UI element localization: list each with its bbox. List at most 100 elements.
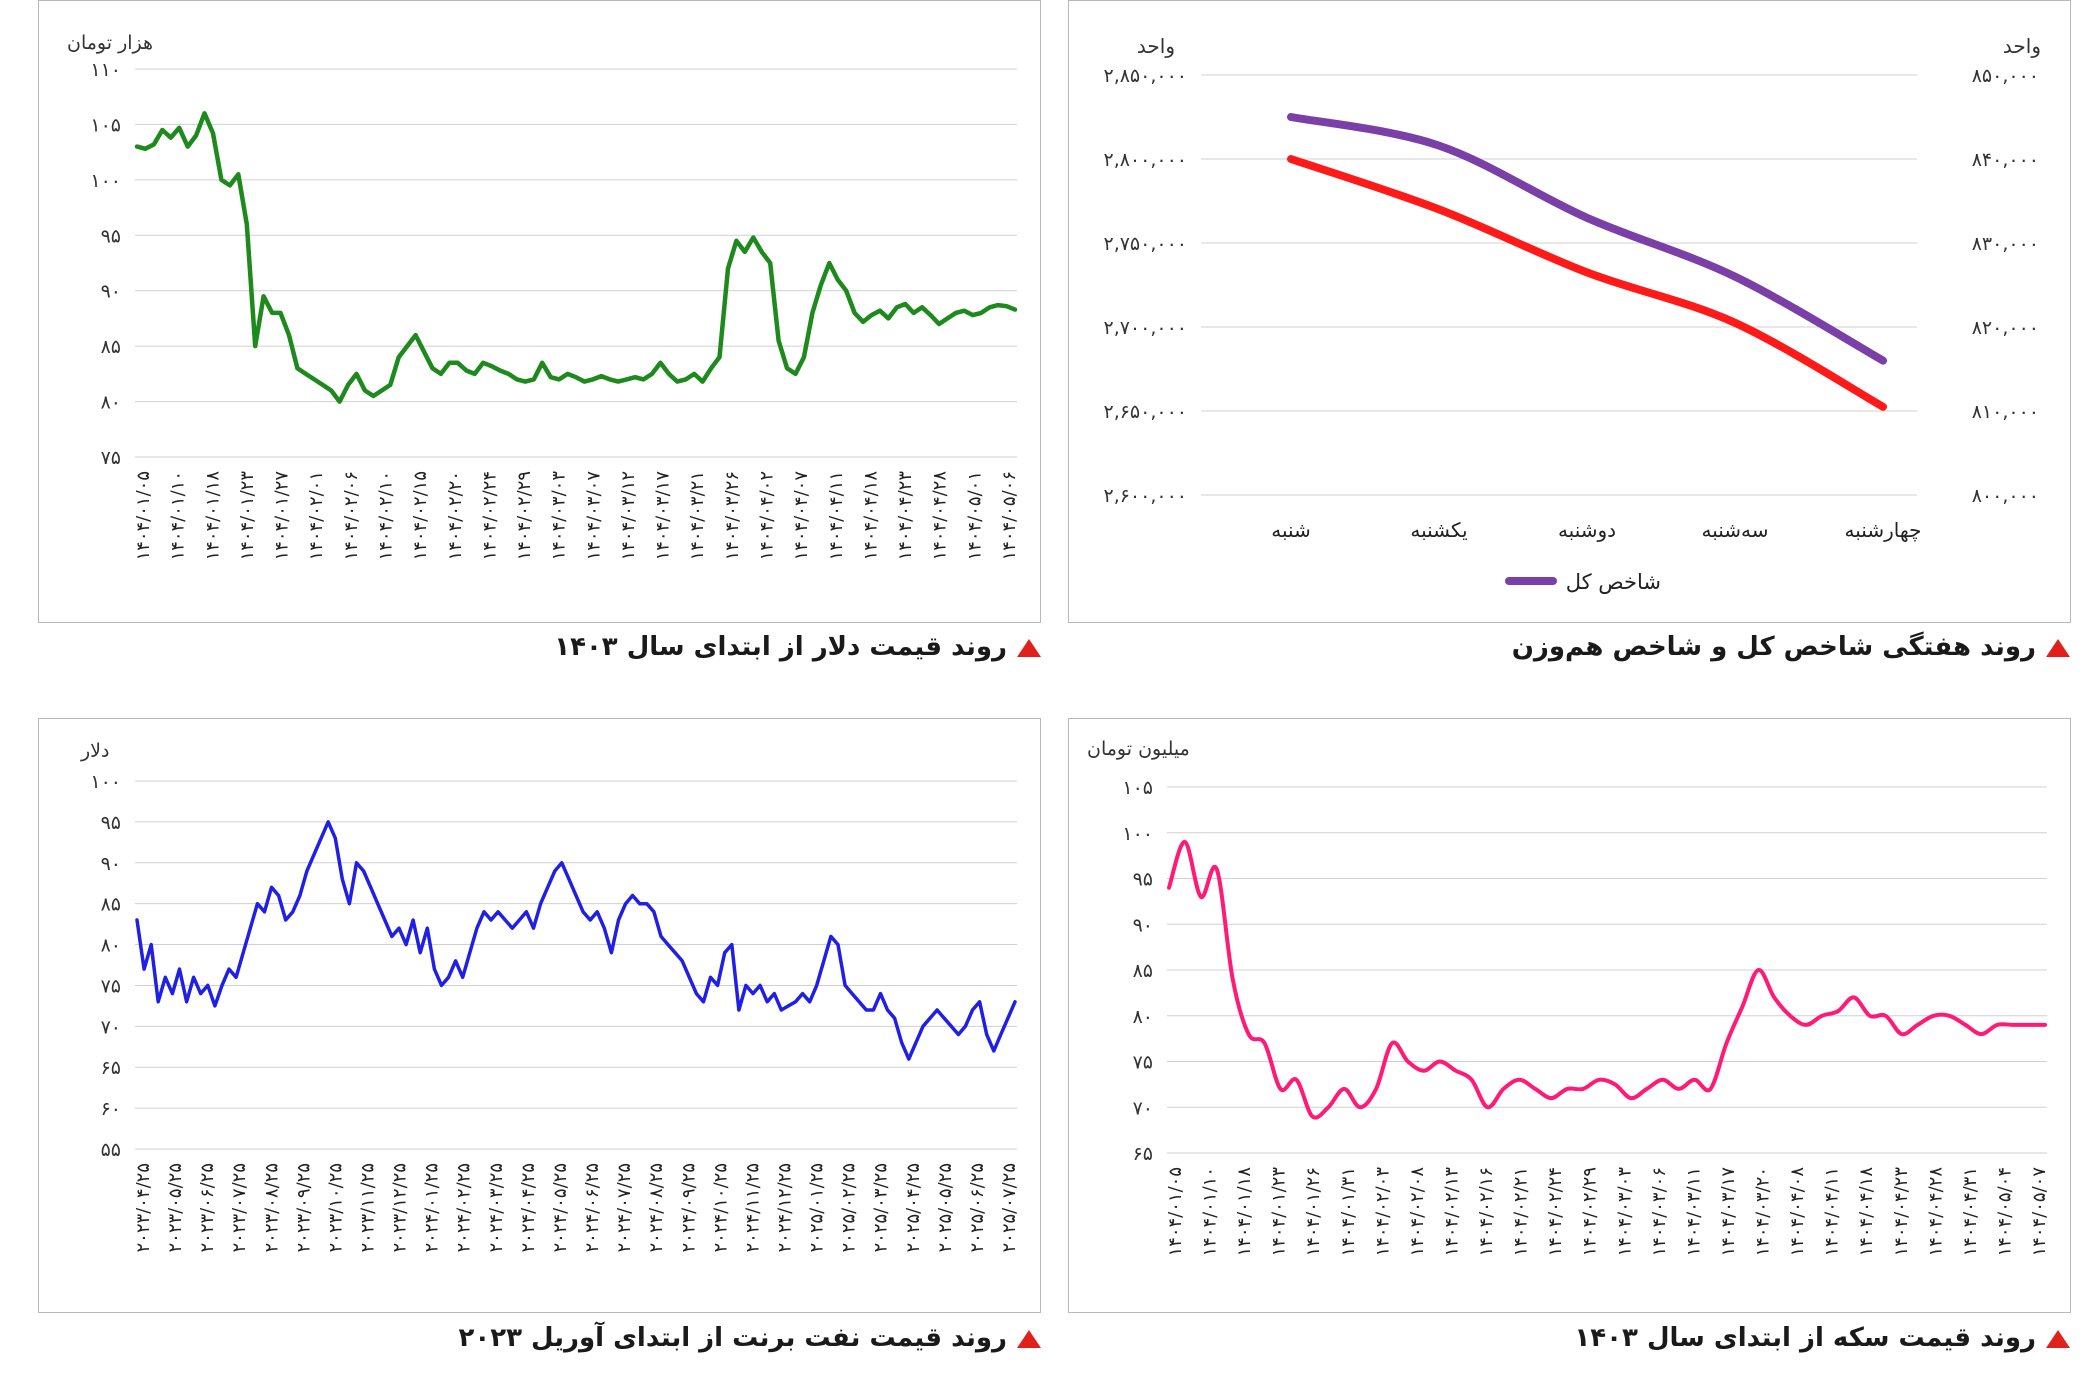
x-tick-label: ۲۰۲۴/۰۲/۲۵ [454,1163,475,1252]
data-point [186,1001,188,1003]
data-point [980,312,982,314]
data-point [1534,1088,1536,1090]
data-point [305,373,307,375]
x-tick-label: ۲۰۲۴/۰۱/۲۵ [422,1163,443,1252]
data-point [1789,1015,1791,1017]
data-point [809,1001,811,1003]
data-point [525,911,527,913]
data-point [837,944,839,946]
data-point [1423,1070,1425,1072]
coin-chart-caption: روند قیمت سکه از ابتدای سال ۱۴۰۳ [1574,1323,2070,1359]
data-point [1710,1088,1711,1090]
data-point [412,919,414,921]
data-point [1726,1042,1727,1044]
data-point [144,148,146,150]
data-point [150,944,152,946]
x-tick-label: ۱۴۰۴/۰۲/۲۱ [1511,1167,1532,1256]
data-point [618,919,619,921]
x-tick-label: ۲۰۲۳/۰۶/۲۵ [197,1163,218,1252]
x-tick-label: ۲۰۲۴/۱۰/۲۵ [710,1163,731,1252]
data-point [490,919,492,921]
x-tick-label: ۱۴۰۴/۰۳/۲۶ [722,471,743,560]
data-point [688,976,690,978]
x-tick-label: ۱۴۰۴/۰۲/۱۳ [1442,1167,1463,1257]
data-point [415,334,417,336]
data-point [1006,305,1008,307]
x-tick-label: ۱۴۰۴/۰۱/۲۳ [237,471,258,561]
y-tick-label: ۹۵ [1133,869,1153,891]
data-point [491,365,493,367]
x-tick-label: ۱۴۰۴/۰۲/۲۴ [479,471,500,560]
data-point [1327,1106,1329,1108]
data-point [540,903,542,905]
x-tick-label: ۱۴۰۴/۰۲/۰۱ [306,471,327,560]
x-tick-label: ۲۰۲۴/۰۵/۲۵ [550,1163,571,1252]
data-point [830,935,832,937]
data-point [347,384,349,386]
x-tick-label: ۱۴۰۴/۰۳/۰۷ [583,471,604,561]
data-point [1996,1024,1998,1026]
x-tick-label: ۱۴۰۴/۰۳/۱۱ [1683,1167,1704,1256]
data-point [710,367,712,369]
data-point [235,976,237,978]
data-point [727,268,729,269]
data-point [391,935,393,937]
data-point [405,944,407,946]
y-tick-label: ۶۰ [101,1098,121,1120]
data-point [1646,1088,1648,1090]
data-point [372,395,374,397]
data-point [986,1034,988,1035]
data-point [554,870,556,872]
data-point [1248,1033,1250,1035]
x-tick-label: ۱۴۰۴/۰۲/۱۰ [376,471,397,560]
data-point [921,306,923,308]
data-point [1311,1115,1313,1117]
data-point [143,968,145,970]
data-point [568,878,570,880]
data-point [972,1009,973,1011]
data-point [950,1025,952,1027]
data-point [1007,1017,1009,1019]
data-point [441,984,442,986]
data-point [1264,1042,1266,1044]
y-tick-label: ۸۰ [101,935,121,957]
data-point [1757,969,1759,971]
data-point [237,173,239,175]
x-tick-label: ۱۴۰۴/۰۱/۱۰ [1200,1167,1221,1256]
x-tick-label: ۱۴۰۴/۰۲/۰۳ [1372,1167,1393,1257]
y-axis-label-left: واحد [1137,34,1175,58]
data-point [1232,978,1234,980]
caption-marker-icon [1017,1329,1041,1348]
data-point [582,911,584,913]
data-point [955,312,957,314]
data-point [929,1017,931,1019]
data-point [497,911,499,913]
data-point [207,984,209,986]
data-point [851,993,853,995]
y-tick-label-right: ۸۳۰,۰۰۰ [1972,233,2039,255]
data-point [384,919,386,921]
data-point [603,927,605,929]
x-tick-label: ۲۰۲۵/۰۴/۲۵ [903,1163,924,1252]
data-point [161,129,163,131]
x-tick-label: ۲۰۲۴/۰۸/۲۵ [646,1163,667,1252]
data-point [1455,1070,1457,1072]
data-point [583,381,585,383]
data-point [288,334,290,336]
data-point [313,378,315,380]
data-point [880,993,881,995]
data-point [1503,1088,1504,1090]
x-tick-label: ۱۴۰۴/۰۴/۱۸ [860,471,881,561]
x-tick-label: ۱۴۰۴/۰۵/۰۶ [999,471,1020,560]
data-point [1439,1061,1441,1062]
data-point [1805,1024,1807,1026]
data-point [617,381,619,383]
data-point [752,237,754,238]
data-point [432,367,433,369]
data-point [963,310,965,312]
data-point [533,927,534,929]
data-point [448,362,450,364]
x-tick-label: ۲۰۲۴/۰۶/۲۵ [582,1163,603,1252]
x-tick-label: ۲۰۲۴/۰۴/۲۵ [518,1163,539,1252]
data-point [292,911,294,913]
